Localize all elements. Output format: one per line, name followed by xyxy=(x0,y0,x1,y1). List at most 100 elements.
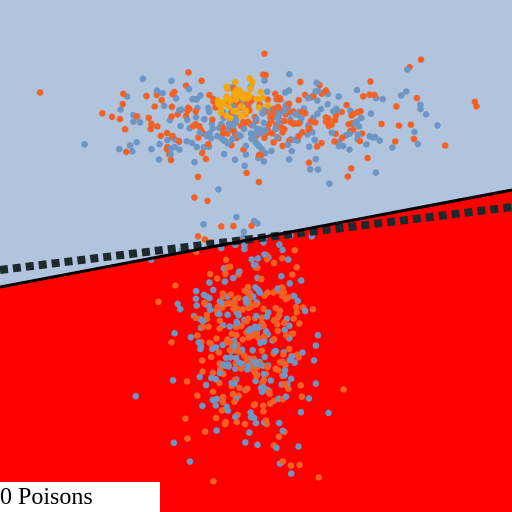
data-point xyxy=(279,427,287,435)
data-point xyxy=(219,300,226,307)
data-point xyxy=(393,103,400,110)
data-point xyxy=(284,141,292,148)
data-point xyxy=(192,295,200,303)
data-point xyxy=(241,352,248,360)
data-point xyxy=(237,103,245,110)
data-point xyxy=(266,400,274,407)
data-point xyxy=(244,385,251,392)
data-point xyxy=(249,413,257,421)
data-point xyxy=(260,408,267,415)
data-point xyxy=(248,135,255,142)
data-point xyxy=(242,151,250,158)
data-point xyxy=(230,127,237,134)
data-point xyxy=(195,122,203,130)
data-point xyxy=(203,293,211,300)
data-point xyxy=(157,132,165,140)
data-point xyxy=(216,325,223,332)
data-point xyxy=(216,310,223,318)
data-point xyxy=(247,85,254,92)
data-point xyxy=(260,305,267,313)
data-point xyxy=(331,138,338,145)
data-point xyxy=(292,111,299,118)
data-point xyxy=(295,443,302,450)
data-point xyxy=(407,121,415,128)
data-point xyxy=(256,289,264,297)
data-point xyxy=(276,241,283,248)
data-point xyxy=(184,116,191,124)
data-point xyxy=(260,158,268,165)
data-point xyxy=(224,264,231,271)
data-point xyxy=(185,85,193,93)
data-point xyxy=(213,335,220,342)
data-point xyxy=(312,88,319,95)
data-point xyxy=(115,145,123,153)
data-point xyxy=(291,247,299,254)
data-point xyxy=(168,77,175,85)
poison-count-box xyxy=(0,482,160,512)
data-point xyxy=(252,360,260,368)
data-point xyxy=(239,336,246,343)
data-point xyxy=(296,461,303,469)
data-point xyxy=(310,357,318,364)
data-point xyxy=(193,302,200,309)
data-point xyxy=(275,419,283,427)
data-point xyxy=(261,77,268,84)
data-point xyxy=(229,390,237,398)
data-point xyxy=(129,148,136,155)
data-point xyxy=(212,375,220,383)
data-point xyxy=(186,105,193,113)
data-point xyxy=(358,114,365,122)
data-point xyxy=(222,256,230,264)
data-point xyxy=(236,87,243,94)
data-point xyxy=(369,134,377,141)
data-point xyxy=(171,88,178,96)
data-point xyxy=(204,197,211,205)
data-point xyxy=(236,384,243,392)
data-point xyxy=(335,93,342,100)
data-point xyxy=(297,382,305,389)
data-point xyxy=(273,321,281,328)
data-point xyxy=(226,114,234,122)
data-point xyxy=(395,122,403,129)
data-point xyxy=(371,91,378,99)
data-point xyxy=(222,418,229,426)
data-point xyxy=(260,338,268,345)
data-point xyxy=(199,402,206,410)
data-point xyxy=(289,330,297,337)
data-point xyxy=(281,326,289,334)
data-point xyxy=(245,327,252,334)
data-point xyxy=(290,292,298,300)
data-point xyxy=(281,367,289,374)
data-point xyxy=(297,277,305,284)
data-point xyxy=(209,345,216,353)
data-point xyxy=(213,275,221,282)
data-point xyxy=(338,134,346,141)
data-point xyxy=(414,140,422,148)
data-point xyxy=(262,417,270,424)
data-point xyxy=(231,380,238,387)
data-point xyxy=(143,92,150,100)
data-point xyxy=(219,393,227,401)
data-point xyxy=(261,134,268,141)
data-point xyxy=(257,275,265,283)
data-point xyxy=(277,96,284,103)
data-point xyxy=(237,365,245,372)
data-point xyxy=(207,340,215,348)
data-point xyxy=(199,323,206,331)
data-point xyxy=(248,256,255,263)
data-point xyxy=(240,228,248,236)
data-point xyxy=(170,439,178,447)
data-point xyxy=(295,96,303,104)
data-point xyxy=(325,409,332,417)
data-point xyxy=(262,328,270,335)
data-point xyxy=(317,105,325,113)
data-point xyxy=(167,151,175,158)
data-point xyxy=(212,414,220,422)
data-point xyxy=(250,401,258,409)
data-point xyxy=(297,78,304,86)
data-point xyxy=(199,368,206,376)
decision-boundary-dashed xyxy=(0,203,512,274)
data-point xyxy=(207,306,214,314)
data-point xyxy=(315,474,323,481)
data-point xyxy=(280,117,288,125)
